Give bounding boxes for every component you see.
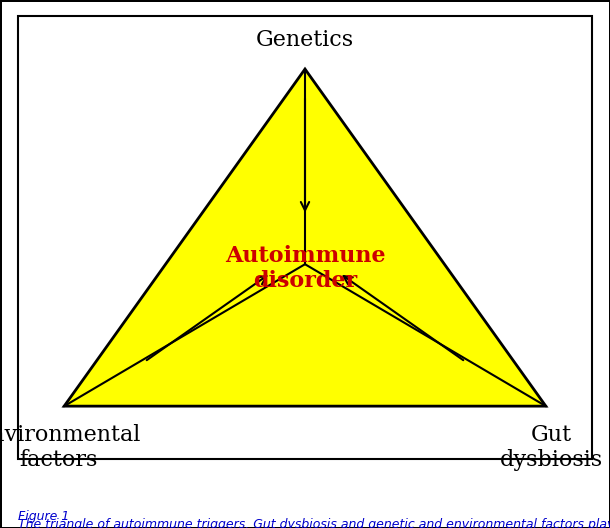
Text: Gut
dysbiosis: Gut dysbiosis <box>500 424 603 472</box>
Polygon shape <box>64 69 546 406</box>
Text: The triangle of autoimmune triggers. Gut dysbiosis and genetic and environmental: The triangle of autoimmune triggers. Gut… <box>18 518 610 528</box>
Text: Autoimmune
disorder: Autoimmune disorder <box>224 245 386 293</box>
Text: Figure 1: Figure 1 <box>18 510 70 523</box>
Text: Genetics: Genetics <box>256 30 354 51</box>
Text: Environmental
factors: Environmental factors <box>0 424 142 472</box>
